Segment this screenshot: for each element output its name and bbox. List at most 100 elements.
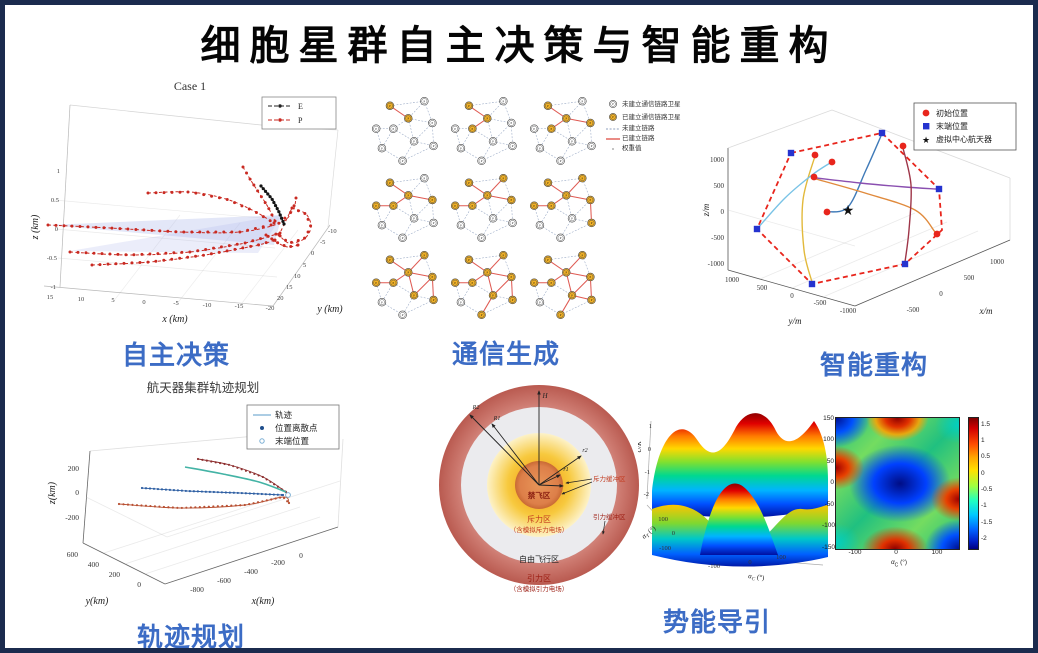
traj-blue-marker — [140, 486, 144, 490]
caption-intelligent-reconfiguration: 智能重构 — [820, 350, 929, 380]
plot-title: Case 1 — [174, 79, 206, 93]
y-tick: -150 — [822, 544, 836, 551]
colorbar-tick: 0 — [981, 470, 985, 477]
satellite-node-ring — [548, 202, 555, 209]
svg-text:100: 100 — [776, 554, 786, 561]
traj-blue-marker — [156, 487, 160, 491]
svg-text:100: 100 — [658, 516, 668, 523]
traj-blue-marker — [232, 491, 235, 494]
satellite-node-ring — [545, 256, 551, 263]
satellite-node-ring — [557, 157, 564, 164]
caption-autonomous-decision: 自主决策 — [122, 340, 231, 370]
satellite-node-ring — [411, 215, 417, 222]
P1-marker — [54, 223, 58, 227]
P3-marker — [170, 257, 174, 261]
network-link-dashed — [492, 199, 512, 219]
satellite-node-ring — [588, 220, 595, 226]
P1-marker — [283, 216, 287, 220]
svg-text:5: 5 — [111, 297, 114, 304]
P2-marker — [84, 251, 88, 255]
P3-marker — [138, 261, 142, 265]
P2-marker — [132, 253, 136, 257]
satellite-node-label: P — [591, 298, 593, 302]
P3-marker — [98, 263, 102, 267]
final-squares-marker — [787, 149, 795, 157]
traj-blue-marker — [180, 489, 184, 492]
legend-trajectory: 轨迹 — [275, 410, 293, 420]
traj-blue-marker — [164, 488, 168, 491]
P3-marker — [162, 258, 166, 262]
satellite-node-ring — [531, 202, 538, 209]
traj-blue-marker — [216, 491, 219, 494]
caption-communication-generation: 通信生成 — [452, 339, 561, 369]
satellite-node-ring — [545, 179, 551, 186]
P2-marker — [243, 241, 247, 245]
P4-marker — [247, 207, 251, 211]
caption-potential-guidance: 势能导引 — [663, 607, 772, 637]
satellite-node-ring — [452, 125, 459, 132]
satellite-node-ring — [399, 311, 406, 318]
weight-dot-icon — [612, 147, 614, 150]
P2-marker — [204, 247, 208, 251]
satellite-node-label: P — [539, 223, 541, 227]
z-axis-label: z(km) — [47, 481, 58, 505]
network-link-dashed — [468, 254, 504, 261]
svg-text:-0.5: -0.5 — [47, 255, 57, 262]
traj-orangered-marker — [167, 506, 170, 509]
svg-text:0: 0 — [748, 559, 751, 566]
P2-marker — [116, 252, 120, 256]
svg-text:-500: -500 — [907, 306, 920, 314]
satellite-node-label: P — [565, 117, 567, 121]
satellite-node-ring — [509, 297, 516, 303]
P3-marker — [154, 259, 158, 263]
legend: 轨迹 位置离散点 末端位置 — [246, 404, 340, 450]
legend: 初始位置 末端位置 ★ 虚拟中心航天器 — [913, 102, 1017, 151]
P5-marker — [256, 189, 260, 193]
satellite-node-ring — [469, 125, 476, 132]
traj-orangered-marker — [248, 503, 251, 506]
label-attraction-sub: （含模拟引力电场） — [510, 584, 569, 593]
series-layer-c: ★ — [753, 129, 943, 288]
red-link-icon — [606, 137, 620, 140]
svg-text:500: 500 — [757, 284, 768, 292]
traj-blue-marker — [196, 490, 199, 493]
satellite-node-label: P — [565, 271, 567, 275]
satellite-node-label: P — [533, 127, 535, 131]
legend-row-node-white: P 未建立通信链路卫星 — [606, 99, 686, 109]
axes-wireframe — [82, 434, 344, 585]
satellite-node-label: P — [547, 181, 549, 185]
x-axis-label: αC (°) — [890, 559, 908, 569]
satellite-node-ring — [509, 143, 516, 149]
satellite-node-ring — [563, 115, 570, 122]
P2-marker — [124, 253, 128, 257]
satellite-node-ring — [500, 175, 507, 182]
satellite-node-label: P — [560, 159, 562, 163]
legend-p: P — [298, 116, 303, 125]
P4-marker — [178, 190, 182, 194]
P1-marker — [288, 211, 292, 215]
network-link-dashed — [481, 299, 513, 316]
white-node-icon: P — [609, 100, 617, 108]
traj-blue-marker — [188, 490, 191, 493]
final-squares-marker — [901, 260, 909, 268]
axis-ticks: 15 10 5 0 -5 -10 -15 -20 -10 -5 0 5 10 1… — [47, 168, 337, 312]
svg-text:0: 0 — [311, 250, 314, 257]
P3-marker — [201, 253, 205, 257]
P3-marker — [146, 260, 150, 264]
endpoint-marker — [285, 492, 291, 498]
satellite-node-ring — [478, 311, 485, 318]
satellite-node-label: P — [511, 121, 513, 125]
panel-autonomous-decision-plot: Case 1 15 10 5 0 -5 -10 -15 -20 -10 — [30, 79, 343, 325]
P2-marker — [274, 232, 278, 236]
satellite-node-ring — [508, 197, 515, 203]
traj-blue-marker — [152, 487, 156, 490]
traj-orangered-marker — [153, 505, 157, 508]
P2-marker — [156, 252, 160, 256]
satellite-node-label: P — [468, 181, 470, 185]
z-axis-label: z (km) — [30, 214, 41, 240]
network-link-dashed — [547, 254, 583, 261]
label-attraction-zone: 引力区 — [527, 573, 551, 583]
satellite-node-label: P — [503, 253, 505, 257]
P1-marker — [246, 228, 250, 232]
